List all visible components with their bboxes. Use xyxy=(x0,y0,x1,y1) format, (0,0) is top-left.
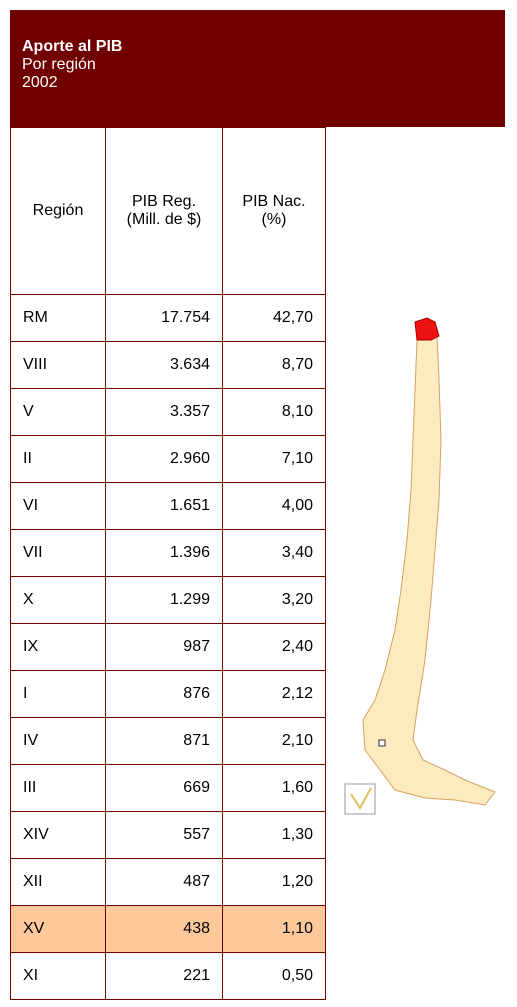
table-cell: 4,00 xyxy=(222,482,326,530)
check-mark xyxy=(350,787,372,810)
table-row: XI 221 0,50 xyxy=(10,952,326,1000)
table-cell: 0,50 xyxy=(222,952,326,1000)
table-row: VIII 3.634 8,70 xyxy=(10,341,326,389)
table-cell: 1,30 xyxy=(222,811,326,859)
region-xv xyxy=(414,317,440,341)
chile-map xyxy=(362,335,496,806)
table-cell: 2.960 xyxy=(105,435,223,483)
table-row: II 2.960 7,10 xyxy=(10,435,326,483)
table-cell: VII xyxy=(10,529,106,577)
table-cell: XII xyxy=(10,858,106,906)
table-cell: 987 xyxy=(105,623,223,671)
table-cell: 557 xyxy=(105,811,223,859)
table-cell: 2,10 xyxy=(222,717,326,765)
table-cell: 3,40 xyxy=(222,529,326,577)
table-row: VI 1.651 4,00 xyxy=(10,482,326,530)
table-cell: II xyxy=(10,435,106,483)
island-marker xyxy=(378,739,386,747)
header-row: Región PIB Reg. (Mill. de $) PIB Nac. (%) xyxy=(10,127,326,295)
table-cell: 1.299 xyxy=(105,576,223,624)
table-cell: 1,20 xyxy=(222,858,326,906)
table-row: X 1.299 3,20 xyxy=(10,576,326,624)
table-row: IX 987 2,40 xyxy=(10,623,326,671)
table-row: V 3.357 8,10 xyxy=(10,388,326,436)
column-header: Región xyxy=(10,127,106,295)
table-cell: 1,10 xyxy=(222,905,326,953)
table-cell: V xyxy=(10,388,106,436)
table-cell: 221 xyxy=(105,952,223,1000)
table-cell: XI xyxy=(10,952,106,1000)
table-row: VII 1.396 3,40 xyxy=(10,529,326,577)
table-cell: X xyxy=(10,576,106,624)
table-cell: 876 xyxy=(105,670,223,718)
table-row: XII 487 1,20 xyxy=(10,858,326,906)
table-cell: 438 xyxy=(105,905,223,953)
table-cell: 3.357 xyxy=(105,388,223,436)
subtitle: Por región xyxy=(22,56,96,73)
column-header: PIB Reg. (Mill. de $) xyxy=(105,127,223,295)
table-cell: 8,10 xyxy=(222,388,326,436)
table-row: XIV 557 1,30 xyxy=(10,811,326,859)
table-cell: IX xyxy=(10,623,106,671)
table-row: I 876 2,12 xyxy=(10,670,326,718)
table-cell: RM xyxy=(10,294,106,342)
table-cell: IV xyxy=(10,717,106,765)
table-cell: 17.754 xyxy=(105,294,223,342)
table-cell: 8,70 xyxy=(222,341,326,389)
table-cell: XV xyxy=(10,905,106,953)
table-cell: 1.651 xyxy=(105,482,223,530)
header: Aporte al PIB Por región 2002 xyxy=(10,10,505,127)
table-row: XV 438 1,10 xyxy=(10,905,326,953)
title: Aporte al PIB xyxy=(22,38,123,55)
table-row: III 669 1,60 xyxy=(10,764,326,812)
table-cell: 487 xyxy=(105,858,223,906)
table-cell: VI xyxy=(10,482,106,530)
table-cell: 3,20 xyxy=(222,576,326,624)
table-row: RM 17.754 42,70 xyxy=(10,294,326,342)
table-cell: 7,10 xyxy=(222,435,326,483)
table-cell: 1.396 xyxy=(105,529,223,577)
table-cell: 669 xyxy=(105,764,223,812)
table-cell: VIII xyxy=(10,341,106,389)
table-cell: III xyxy=(10,764,106,812)
table-cell: 2,40 xyxy=(222,623,326,671)
table-cell: 42,70 xyxy=(222,294,326,342)
column-header: PIB Nac. (%) xyxy=(222,127,326,295)
table-cell: 871 xyxy=(105,717,223,765)
table-cell: 3.634 xyxy=(105,341,223,389)
table-body: RM 17.754 42,70 VIII 3.634 8,70 V 3.357 8,10 II 2.… xyxy=(10,294,326,1000)
table-cell: 1,60 xyxy=(222,764,326,812)
map xyxy=(344,317,496,815)
table-cell: 2,12 xyxy=(222,670,326,718)
table-cell: I xyxy=(10,670,106,718)
table-row: IV 871 2,10 xyxy=(10,717,326,765)
year: 2002 xyxy=(22,74,58,91)
table-cell: XIV xyxy=(10,811,106,859)
table: Región PIB Reg. (Mill. de $) PIB Nac. (%) … xyxy=(10,127,326,1000)
